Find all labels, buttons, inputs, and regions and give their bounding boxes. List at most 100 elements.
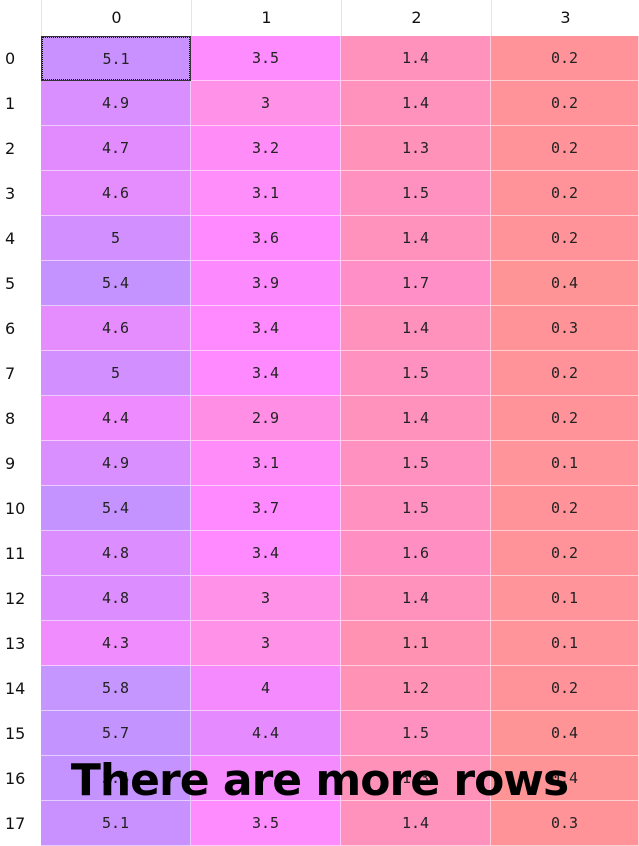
table-cell[interactable]: 1.4 [341, 576, 491, 621]
row-index[interactable]: 5 [0, 261, 41, 306]
table-cell[interactable]: 5 [41, 351, 191, 396]
table-cell[interactable]: 0.1 [491, 576, 639, 621]
table-cell[interactable]: 4.9 [41, 441, 191, 486]
table-cell[interactable]: 5.4 [41, 486, 191, 531]
table-row: 16 5.4 1.3 0.4 [0, 756, 639, 801]
table-cell[interactable]: 1.4 [341, 81, 491, 126]
row-index[interactable]: 8 [0, 396, 41, 441]
table-cell[interactable]: 5.4 [41, 756, 191, 801]
column-header-3[interactable]: 3 [491, 0, 639, 36]
table-cell[interactable]: 5.1 [41, 36, 191, 81]
row-index[interactable]: 11 [0, 531, 41, 576]
table-cell[interactable]: 0.3 [491, 306, 639, 351]
table-cell[interactable]: 4.6 [41, 306, 191, 351]
table-cell[interactable]: 0.2 [491, 81, 639, 126]
table-cell[interactable]: 5.7 [41, 711, 191, 756]
table-cell[interactable]: 4.6 [41, 171, 191, 216]
table-cell[interactable]: 1.6 [341, 531, 491, 576]
table-cell[interactable]: 3 [191, 576, 341, 621]
table-cell[interactable]: 3.9 [191, 261, 341, 306]
table-cell[interactable]: 4.9 [41, 81, 191, 126]
table-cell[interactable]: 1.4 [341, 306, 491, 351]
table-cell[interactable]: 0.1 [491, 441, 639, 486]
row-index[interactable]: 7 [0, 351, 41, 396]
table-cell[interactable]: 3.2 [191, 126, 341, 171]
table-cell[interactable]: 0.2 [491, 486, 639, 531]
row-index[interactable]: 10 [0, 486, 41, 531]
row-index[interactable]: 3 [0, 171, 41, 216]
row-index[interactable]: 1 [0, 81, 41, 126]
table-cell[interactable]: 3.1 [191, 441, 341, 486]
row-index[interactable]: 13 [0, 621, 41, 666]
table-cell[interactable]: 0.2 [491, 666, 639, 711]
table-cell[interactable]: 3.4 [191, 531, 341, 576]
table-cell[interactable]: 1.4 [341, 216, 491, 261]
table-cell[interactable]: 1.4 [341, 396, 491, 441]
table-cell[interactable]: 1.4 [341, 801, 491, 846]
table-cell[interactable]: 1.2 [341, 666, 491, 711]
table-cell[interactable]: 3.4 [191, 306, 341, 351]
row-index[interactable]: 4 [0, 216, 41, 261]
table-cell[interactable]: 3.5 [191, 36, 341, 81]
table-row: 2 4.7 3.2 1.3 0.2 [0, 126, 639, 171]
row-index[interactable]: 9 [0, 441, 41, 486]
row-index[interactable]: 17 [0, 801, 41, 846]
table-cell[interactable]: 4.8 [41, 576, 191, 621]
table-cell[interactable]: 4.4 [41, 396, 191, 441]
table-cell[interactable] [191, 756, 341, 801]
table-cell[interactable]: 1.5 [341, 486, 491, 531]
table-cell[interactable]: 4 [191, 666, 341, 711]
column-header-2[interactable]: 2 [341, 0, 491, 36]
table-cell[interactable]: 4.4 [191, 711, 341, 756]
table-cell[interactable]: 3.7 [191, 486, 341, 531]
table-cell[interactable]: 0.3 [491, 801, 639, 846]
table-cell[interactable]: 5.1 [41, 801, 191, 846]
table-row: 7 5 3.4 1.5 0.2 [0, 351, 639, 396]
table-cell[interactable]: 0.2 [491, 171, 639, 216]
table-cell[interactable]: 5.4 [41, 261, 191, 306]
row-index[interactable]: 14 [0, 666, 41, 711]
table-cell[interactable]: 0.2 [491, 351, 639, 396]
table-row: 11 4.8 3.4 1.6 0.2 [0, 531, 639, 576]
table-cell[interactable]: 4.3 [41, 621, 191, 666]
table-cell[interactable]: 0.4 [491, 261, 639, 306]
table-cell[interactable]: 0.1 [491, 621, 639, 666]
table-cell[interactable]: 0.2 [491, 216, 639, 261]
column-header-1[interactable]: 1 [191, 0, 341, 36]
table-cell[interactable]: 3.4 [191, 351, 341, 396]
row-index[interactable]: 12 [0, 576, 41, 621]
table-cell[interactable]: 0.4 [491, 711, 639, 756]
table-cell[interactable]: 4.7 [41, 126, 191, 171]
table-cell[interactable]: 3.1 [191, 171, 341, 216]
table-cell[interactable]: 3.5 [191, 801, 341, 846]
table-cell[interactable]: 5 [41, 216, 191, 261]
table-cell[interactable]: 5.8 [41, 666, 191, 711]
row-index[interactable]: 6 [0, 306, 41, 351]
table-row: 14 5.8 4 1.2 0.2 [0, 666, 639, 711]
table-cell[interactable]: 1.5 [341, 171, 491, 216]
table-cell[interactable]: 4.8 [41, 531, 191, 576]
table-cell[interactable]: 1.5 [341, 711, 491, 756]
table-cell[interactable]: 1.7 [341, 261, 491, 306]
table-cell[interactable]: 1.4 [341, 36, 491, 81]
table-cell[interactable]: 1.5 [341, 441, 491, 486]
table-cell[interactable]: 1.3 [341, 756, 491, 801]
table-cell[interactable]: 0.2 [491, 126, 639, 171]
table-cell[interactable]: 0.4 [491, 756, 639, 801]
table-cell[interactable]: 1.5 [341, 351, 491, 396]
row-index[interactable]: 16 [0, 756, 41, 801]
column-header-0[interactable]: 0 [41, 0, 191, 36]
row-index[interactable]: 0 [0, 36, 41, 81]
table-cell[interactable]: 1.1 [341, 621, 491, 666]
table-cell[interactable]: 1.3 [341, 126, 491, 171]
table-cell[interactable]: 3 [191, 621, 341, 666]
row-index[interactable]: 2 [0, 126, 41, 171]
table-cell[interactable]: 0.2 [491, 36, 639, 81]
table-row: 10 5.4 3.7 1.5 0.2 [0, 486, 639, 531]
table-cell[interactable]: 3 [191, 81, 341, 126]
table-cell[interactable]: 2.9 [191, 396, 341, 441]
row-index[interactable]: 15 [0, 711, 41, 756]
table-cell[interactable]: 3.6 [191, 216, 341, 261]
table-cell[interactable]: 0.2 [491, 531, 639, 576]
table-cell[interactable]: 0.2 [491, 396, 639, 441]
